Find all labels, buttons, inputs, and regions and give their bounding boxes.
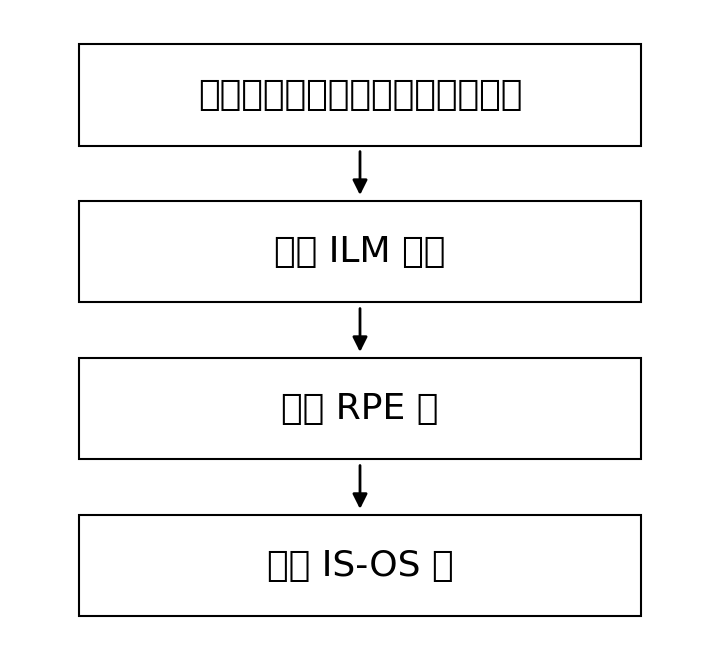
Bar xyxy=(79,201,641,302)
Text: 基于非局部的三维块匹配图像去噪: 基于非局部的三维块匹配图像去噪 xyxy=(198,78,522,112)
Text: 分割 RPE 层: 分割 RPE 层 xyxy=(282,392,438,426)
Text: 分割 IS-OS 层: 分割 IS-OS 层 xyxy=(266,549,454,583)
Bar xyxy=(79,515,641,616)
Text: 定位 ILM 边界: 定位 ILM 边界 xyxy=(274,235,446,269)
Bar xyxy=(79,358,641,459)
Bar xyxy=(79,44,641,146)
